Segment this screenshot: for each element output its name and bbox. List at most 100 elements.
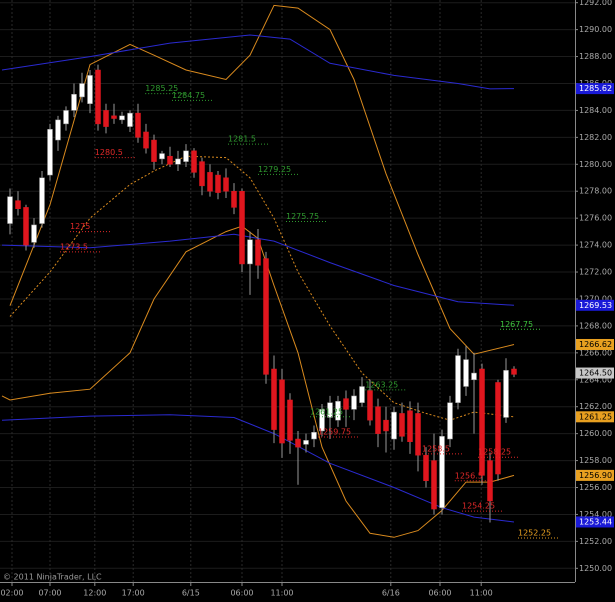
- annotation-label: 1258.5: [422, 444, 450, 453]
- candle-body: [271, 368, 277, 430]
- price-badge-label: 1285.62: [579, 84, 612, 93]
- y-tick-label: 1258.00: [579, 456, 612, 465]
- candle-body: [159, 153, 165, 160]
- candle-body: [167, 155, 173, 165]
- candle-body: [375, 406, 381, 434]
- candle-body: [255, 239, 261, 266]
- candle-body: [239, 190, 245, 265]
- annotation-label: 1281.5: [228, 135, 256, 144]
- candle-body: [223, 177, 229, 192]
- annotation-label: 1252.25: [518, 529, 551, 538]
- price-badge: [576, 411, 614, 423]
- x-tick-label: 11:00: [470, 589, 493, 598]
- candle-body: [279, 379, 285, 444]
- candle-body: [423, 454, 429, 482]
- candle-body: [351, 395, 357, 410]
- candle-body: [183, 150, 189, 162]
- price-badge: [576, 516, 614, 528]
- x-tick-label: 06:00: [428, 589, 451, 598]
- annotation-label: 1275.75: [286, 212, 319, 221]
- annotation-label: 1267.75: [500, 320, 533, 329]
- annotation-label: 1263.25: [365, 380, 398, 389]
- candle-body: [87, 75, 93, 104]
- candle-body: [103, 110, 109, 127]
- y-tick-label: 1280.00: [579, 160, 612, 169]
- candle-body: [127, 112, 133, 127]
- x-tick-label: 02:00: [0, 589, 23, 598]
- y-tick-label: 1256.00: [579, 483, 612, 492]
- candle-body: [367, 390, 373, 421]
- y-tick-label: 1260.00: [579, 429, 612, 438]
- indicator-line: [1, 225, 515, 538]
- y-tick-label: 1274.00: [579, 241, 612, 250]
- y-tick-label: 1278.00: [579, 187, 612, 196]
- candle-body: [327, 402, 333, 418]
- candle-body: [7, 196, 13, 224]
- y-tick-label: 1252.00: [579, 537, 612, 546]
- annotation-label: 1285.25: [145, 84, 178, 93]
- candle-body: [495, 382, 501, 475]
- x-tick-label: 17:00: [122, 589, 145, 598]
- candle-body: [471, 372, 477, 381]
- candle-body: [287, 399, 293, 441]
- candle-body: [359, 386, 365, 403]
- x-tick-label: 06:00: [230, 589, 253, 598]
- x-tick-label: 6/16: [382, 589, 400, 598]
- y-tick-label: 1270.00: [579, 294, 612, 303]
- annotation-label: 1254.25: [462, 502, 495, 511]
- candle-body: [455, 355, 461, 403]
- candle-body: [335, 401, 341, 421]
- candle-body: [439, 436, 445, 508]
- y-tick-label: 1262.00: [579, 402, 612, 411]
- annotation-label: 1279.25: [258, 165, 291, 174]
- price-badge-label: 1253.44: [579, 517, 612, 526]
- price-badge-label: 1266.62: [579, 340, 612, 349]
- candle-body: [151, 139, 157, 162]
- candle-body: [47, 129, 53, 176]
- candle-body: [31, 224, 37, 243]
- y-tick-label: 1284.00: [579, 106, 612, 115]
- x-tick-label: 12:00: [83, 589, 106, 598]
- annotation-label: 1259.75: [318, 428, 351, 437]
- candle-body: [487, 460, 493, 502]
- x-tick-label: 11:00: [270, 589, 293, 598]
- candle-body: [319, 409, 325, 432]
- candle-body: [143, 131, 149, 149]
- indicator-line: [1, 414, 515, 523]
- candle-body: [55, 119, 61, 141]
- candle-body: [199, 161, 205, 187]
- annotation-label: 1275: [70, 222, 90, 231]
- y-tick-label: 1254.00: [579, 510, 612, 519]
- candle-body: [479, 368, 485, 476]
- y-tick-label: 1272.00: [579, 268, 612, 277]
- candle-body: [407, 410, 413, 442]
- price-badge: [576, 83, 614, 95]
- candle-body: [303, 440, 309, 445]
- price-badge-label: 1256.90: [579, 471, 612, 480]
- candle-body: [343, 398, 349, 410]
- indicator-line: [1, 233, 515, 306]
- price-badge: [576, 367, 614, 379]
- price-badge: [576, 338, 614, 350]
- candle-body: [263, 258, 269, 375]
- price-badge: [576, 469, 614, 481]
- candle-body: [111, 115, 117, 119]
- candle-body: [95, 69, 101, 125]
- candle-body: [415, 413, 421, 456]
- candle-body: [247, 239, 253, 265]
- y-tick-label: 1290.00: [579, 25, 612, 34]
- candle-body: [207, 172, 213, 192]
- candle-body: [215, 174, 221, 193]
- copyright: © 2011 NinjaTrader, LLC: [3, 573, 102, 582]
- candle-body: [511, 368, 517, 375]
- y-tick-label: 1288.00: [579, 52, 612, 61]
- indicator-line: [9, 155, 515, 421]
- candle-body: [311, 432, 317, 440]
- y-tick-label: 1250.00: [579, 564, 612, 573]
- candle-body: [503, 370, 509, 418]
- candle-body: [463, 359, 469, 387]
- candle-body: [391, 411, 397, 440]
- indicator-line: [9, 4, 515, 355]
